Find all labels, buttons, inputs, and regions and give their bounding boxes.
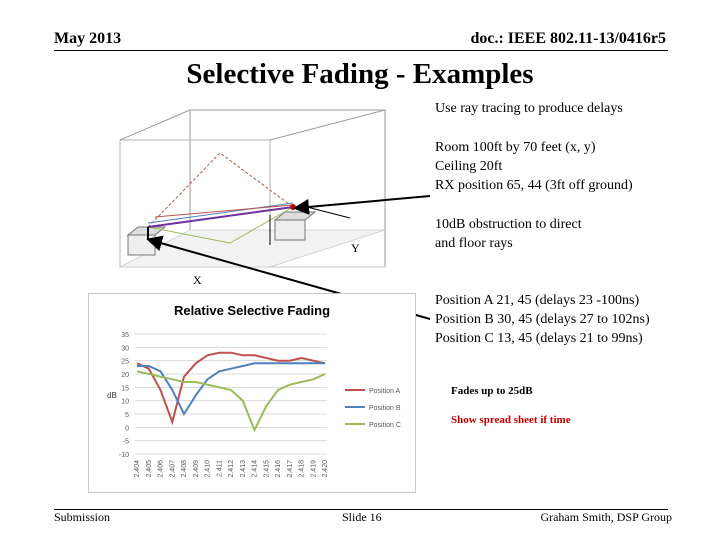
- legend-label: Position A: [369, 388, 400, 395]
- room-diagram: [119, 109, 386, 268]
- arrow-rx-position: [293, 195, 431, 215]
- note-room: Room 100ft by 70 feet (x, y) Ceiling 20f…: [435, 138, 633, 195]
- series-line-position-a: [136, 351, 326, 426]
- footer-rule: [54, 509, 668, 510]
- y-tick-label: 20: [121, 372, 129, 379]
- y-tick-label: -10: [119, 452, 129, 459]
- ray-wall: [147, 202, 294, 224]
- footer-slide-number: Slide 16: [342, 510, 382, 524]
- y-tick-label: 10: [121, 399, 129, 406]
- x-tick-label: 2.418: [299, 460, 306, 478]
- x-tick-label: 2.412: [228, 460, 235, 478]
- axis-y-line: [306, 206, 351, 219]
- y-tick-label: 15: [121, 385, 129, 392]
- x-tick-label: 2.407: [169, 460, 176, 478]
- note-show-sheet: Show spread sheet if time: [451, 414, 571, 426]
- y-tick-label: 35: [121, 332, 129, 339]
- note-room-line: Room 100ft by 70 feet (x, y): [435, 140, 596, 155]
- note-fades: Fades up to 25dB: [451, 385, 533, 397]
- x-tick-label: 2.419: [310, 460, 317, 478]
- footer-author: Graham Smith, DSP Group: [540, 510, 672, 524]
- x-tick-label: 2.410: [205, 460, 212, 478]
- chart-plot: -10 -5 0 5 10 15 20 25 30 35 dB 2.404 2.405 2.406 2.40…: [107, 332, 401, 478]
- room-edge: [119, 109, 191, 141]
- x-tick-label: 2.411: [216, 460, 223, 477]
- note-obstruction: 10dB obstruction to direct and floor ray…: [435, 215, 582, 253]
- note-obstruction-line: 10dB obstruction to direct: [435, 217, 582, 232]
- note-ray-tracing: Use ray tracing to produce delays: [435, 101, 623, 116]
- series-line-position-b: [137, 362, 325, 417]
- x-tick-label: 2.420: [322, 460, 329, 478]
- y-axis-label: dB: [107, 391, 117, 400]
- x-tick-label: 2.417: [287, 460, 294, 478]
- header-date: May 2013: [54, 30, 122, 47]
- header-rule: [54, 50, 668, 51]
- y-tick-label: 25: [121, 359, 129, 366]
- ray-floor: [147, 206, 294, 244]
- series-line-position-c: [136, 370, 326, 433]
- x-tick-label: 2.409: [193, 460, 200, 478]
- x-tick-label: 2.416: [275, 460, 282, 478]
- room-floor: [119, 229, 386, 268]
- footer-submission: Submission: [54, 510, 111, 524]
- x-tick-label: 2.406: [158, 460, 165, 478]
- legend-label: Position B: [369, 405, 401, 412]
- y-tick-label: 0: [125, 425, 129, 432]
- x-tick-label: 2.404: [134, 460, 141, 478]
- y-tick-label: 5: [125, 412, 129, 419]
- fading-chart: Relative Selective Fading -10 -5 0 5 10 15 20 2…: [88, 293, 416, 493]
- x-tick-label: 2.413: [240, 460, 247, 478]
- x-tick-label: 2.415: [263, 460, 270, 478]
- note-position-line: Position C 13, 45 (delays 21 to 99ns): [435, 331, 643, 346]
- slide-title: Selective Fading - Examples: [186, 58, 534, 90]
- legend-label: Position C: [369, 422, 401, 429]
- header-doc-id: doc.: IEEE 802.11-13/0416r5: [470, 30, 666, 47]
- note-positions: Position A 21, 45 (delays 23 -100ns) Pos…: [435, 291, 650, 348]
- chart-title: Relative Selective Fading: [173, 303, 331, 318]
- axis-x-label: X: [193, 273, 202, 287]
- note-obstruction-line: and floor rays: [435, 236, 513, 251]
- y-tick-label: 30: [121, 345, 129, 352]
- room-edge: [269, 109, 386, 141]
- note-room-line: Ceiling 20ft: [435, 159, 503, 174]
- x-tick-label: 2.408: [181, 460, 188, 478]
- ray-reflect: [154, 204, 294, 218]
- x-tick-label: 2.405: [146, 460, 153, 478]
- y-tick-label: -5: [123, 439, 129, 446]
- x-tick-label: 2.414: [252, 460, 259, 478]
- note-room-line: RX position 65, 44 (3ft off ground): [435, 178, 633, 193]
- note-position-line: Position A 21, 45 (delays 23 -100ns): [435, 293, 640, 308]
- ray-direct: [147, 206, 294, 228]
- axis-y-label: Y: [351, 241, 360, 255]
- note-position-line: Position B 30, 45 (delays 27 to 102ns): [435, 312, 650, 327]
